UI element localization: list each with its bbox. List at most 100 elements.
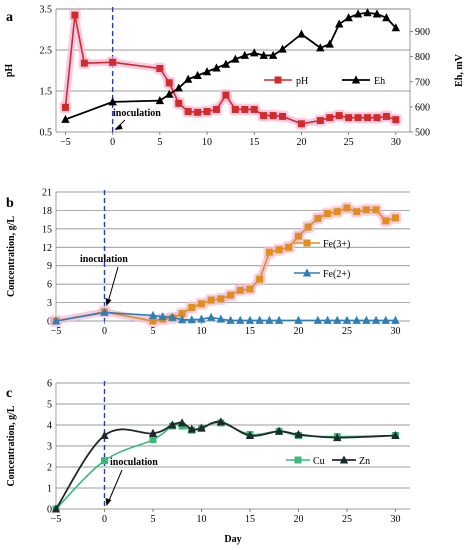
annotation-arrowhead — [105, 298, 112, 306]
data-point — [187, 315, 196, 324]
y-tick-label: 15 — [42, 224, 52, 235]
data-point — [216, 314, 226, 323]
legend-marker-cu — [294, 456, 302, 464]
data-point — [80, 59, 88, 67]
data-point — [345, 114, 353, 122]
y-tick-label: 18 — [42, 206, 52, 217]
data-point — [193, 70, 202, 79]
data-point — [158, 312, 167, 321]
y-tick-label: 6 — [47, 280, 52, 291]
legend-label-cu: Cu — [313, 456, 325, 467]
data-point — [353, 9, 363, 18]
data-point — [187, 424, 196, 433]
data-point — [285, 243, 293, 251]
data-point — [240, 50, 249, 59]
data-point — [250, 48, 259, 57]
legend: Cu Zn — [286, 455, 370, 467]
y-tick-label: 21 — [42, 188, 52, 199]
series-eh — [61, 8, 401, 123]
x-tick-label: 25 — [342, 326, 352, 337]
x-tick-label: 0 — [102, 326, 107, 337]
x-tick-label: 15 — [249, 137, 259, 148]
y-axis-title: Concentration, g/L — [6, 216, 17, 297]
y2-tick-label: 800 — [415, 52, 430, 63]
data-point — [197, 423, 206, 432]
data-point — [241, 105, 249, 113]
data-point — [391, 214, 399, 222]
series-zn — [51, 417, 400, 513]
x-tick-label: 30 — [390, 326, 400, 337]
y-tick-label: 0 — [47, 317, 52, 328]
inoculation-annotation: inoculation — [113, 108, 161, 119]
data-point — [61, 114, 70, 123]
x-tick-label: 30 — [391, 137, 401, 148]
data-point — [297, 120, 305, 128]
data-point — [265, 315, 274, 324]
data-point — [197, 300, 205, 308]
data-point — [372, 9, 382, 18]
x-tick-label: 20 — [293, 514, 303, 525]
x-tick-label: −5 — [60, 137, 71, 148]
annotation-arrowhead — [105, 498, 112, 506]
legend-label-ph: pH — [296, 76, 308, 87]
x-tick-label: 15 — [245, 326, 255, 337]
data-point — [183, 74, 193, 83]
data-point — [246, 285, 254, 293]
data-point — [343, 204, 351, 212]
data-point — [197, 314, 206, 323]
panel-label: a — [6, 10, 13, 25]
data-point — [155, 96, 165, 105]
data-point — [108, 97, 117, 106]
data-point — [324, 210, 332, 217]
data-point — [353, 208, 361, 216]
data-point — [222, 91, 230, 99]
x-tick-label: 0 — [110, 137, 115, 148]
data-point — [221, 59, 231, 68]
data-point — [279, 112, 287, 120]
data-point — [342, 315, 352, 324]
data-point — [294, 232, 302, 240]
inoculation-annotation: inoculation — [110, 457, 158, 468]
data-point — [206, 312, 216, 321]
data-point — [231, 105, 239, 113]
y-tick-label: 6 — [47, 379, 52, 390]
data-point — [294, 429, 303, 438]
legend-marker-ph — [274, 76, 282, 84]
data-point — [265, 248, 273, 256]
data-point — [325, 39, 334, 48]
data-point — [364, 114, 372, 122]
y-axis-title: pH — [4, 64, 15, 78]
data-point — [149, 436, 157, 444]
x-tick-label: 5 — [150, 326, 155, 337]
data-point — [156, 64, 164, 72]
data-point — [184, 108, 192, 115]
data-point — [314, 214, 322, 222]
data-point — [382, 217, 390, 225]
legend: pH Eh — [264, 75, 385, 87]
data-point — [255, 315, 264, 324]
y-tick-label: 3 — [47, 298, 52, 309]
x-tick-label: 20 — [296, 137, 306, 148]
data-point — [194, 108, 202, 116]
data-point — [165, 79, 173, 87]
data-point — [236, 315, 245, 324]
annotation-arrowhead — [114, 124, 123, 130]
series-fe2 — [51, 307, 400, 325]
x-tick-label: 10 — [202, 137, 212, 148]
data-point — [212, 105, 220, 113]
data-point — [168, 312, 177, 321]
x-tick-label: 25 — [342, 514, 352, 525]
x-tick-label: 20 — [293, 326, 303, 337]
data-point — [372, 206, 380, 214]
data-point — [217, 295, 225, 303]
y2-tick-label: 700 — [415, 77, 430, 88]
data-point — [333, 208, 341, 216]
y-tick-label: 3 — [47, 442, 52, 453]
data-point — [275, 246, 283, 254]
data-point — [373, 114, 381, 122]
data-point — [297, 29, 306, 38]
data-point — [188, 303, 196, 311]
